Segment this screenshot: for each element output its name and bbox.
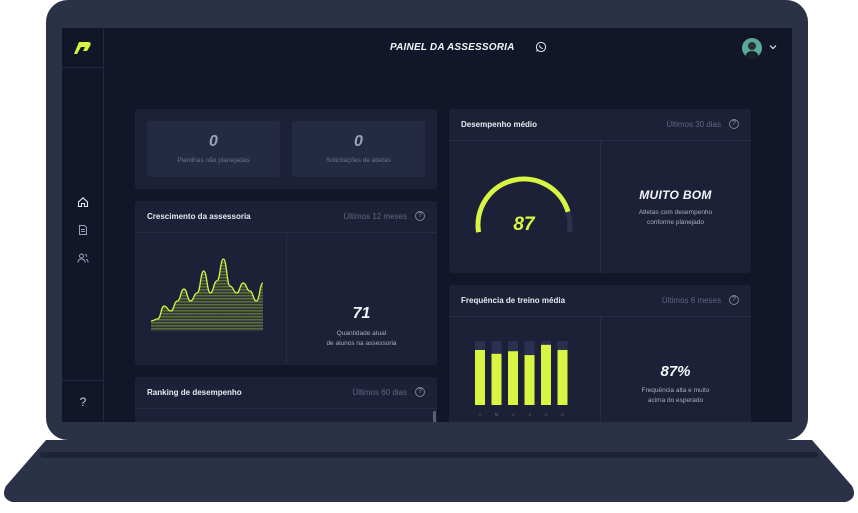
- card-divider: [600, 141, 601, 273]
- x-tick-label: J: [512, 412, 514, 417]
- x-tick-label: M: [495, 412, 499, 417]
- chevron-down-icon[interactable]: [769, 43, 777, 51]
- card-header: Frequência de treino média Últimos 6 mes…: [449, 285, 751, 317]
- bar[interactable]: [557, 349, 568, 405]
- stat-label: Solicitações de atletas: [326, 157, 391, 164]
- card-title: Crescimento da assessoria: [147, 212, 251, 221]
- card-header: Desempenho médio Últimos 30 dias ?: [449, 109, 751, 141]
- students-count: 71: [352, 305, 371, 322]
- x-tick-label: A: [544, 412, 547, 417]
- bar[interactable]: [508, 351, 518, 405]
- description-line: Atletas com desempenho: [638, 209, 713, 216]
- x-tick-label: A: [478, 412, 481, 417]
- laptop-base: [4, 440, 854, 502]
- question-icon[interactable]: ?: [415, 211, 425, 221]
- bar[interactable]: [524, 355, 535, 405]
- avatar-image: [745, 42, 759, 58]
- sidebar-item-users[interactable]: [62, 244, 104, 272]
- card-header: Ranking de desempenho Últimos 60 dias ?: [135, 377, 437, 409]
- description-line: conforme planejado: [646, 219, 705, 226]
- stat-value: 0: [354, 133, 363, 150]
- bar[interactable]: [491, 353, 502, 405]
- home-icon: [77, 197, 89, 208]
- whatsapp-icon[interactable]: [535, 41, 547, 53]
- bar[interactable]: [541, 344, 551, 405]
- app-screen: ? PAINEL DA ASSESSORIA 0 Planilhas não p…: [62, 28, 792, 422]
- sidebar-item-documents[interactable]: [62, 216, 104, 244]
- growth-card: Crescimento da assessoria Últimos 12 mes…: [135, 201, 437, 365]
- card-title: Desempenho médio: [461, 120, 538, 129]
- stat-value: 0: [209, 133, 218, 150]
- page-title: PAINEL DA ASSESSORIA: [390, 42, 515, 53]
- scrollbar-thumb[interactable]: [433, 411, 436, 422]
- users-icon: [77, 253, 89, 263]
- question-icon[interactable]: ?: [729, 119, 739, 129]
- stat-label: Planilhas não planejadas: [177, 157, 250, 164]
- card-title: Frequência de treino média: [461, 296, 566, 305]
- performance-card: Desempenho médio Últimos 30 dias ? 87 MU…: [449, 109, 751, 273]
- frequency-card: Frequência de treino média Últimos 6 mes…: [449, 285, 751, 422]
- card-divider: [286, 233, 287, 365]
- brand-logo[interactable]: [62, 28, 104, 68]
- frequency-description: Frequência alta e muito acima do esperad…: [600, 386, 751, 406]
- card-title: Ranking de desempenho: [147, 388, 242, 397]
- performance-description: Atletas com desempenho conforme planejad…: [600, 208, 751, 228]
- gauge-value: 87: [513, 214, 535, 235]
- question-icon[interactable]: ?: [415, 387, 425, 397]
- rating-label: MUITO BOM: [639, 188, 712, 202]
- description-line: Frequência alta e muito: [641, 387, 710, 394]
- card-header: Crescimento da assessoria Últimos 12 mes…: [135, 201, 437, 233]
- help-button[interactable]: ?: [62, 380, 104, 422]
- user-avatar[interactable]: [742, 38, 762, 58]
- area-fill: [151, 259, 263, 331]
- description-line: de alunos na assessoria: [326, 340, 397, 347]
- description-line: Quantidade atual: [336, 330, 387, 337]
- growth-chart: [150, 250, 264, 332]
- data-line: [150, 258, 264, 322]
- description-line: acima do esperado: [647, 397, 704, 404]
- x-tick-label: S: [561, 412, 564, 417]
- sidebar: ?: [62, 28, 104, 422]
- period-label: Últimos 60 dias: [352, 388, 407, 397]
- x-tick-label: J: [528, 412, 530, 417]
- frequency-value: 87%: [660, 363, 691, 380]
- sidebar-nav: [62, 188, 104, 272]
- period-label: Últimos 6 meses: [661, 296, 721, 305]
- top-bar: PAINEL DA ASSESSORIA: [104, 28, 792, 68]
- card-divider: [600, 317, 601, 422]
- sidebar-item-home[interactable]: [62, 188, 104, 216]
- unplanned-sheets-stat[interactable]: 0 Planilhas não planejadas: [147, 121, 280, 177]
- question-icon[interactable]: ?: [729, 295, 739, 305]
- summary-card: 0 Planilhas não planejadas 0 Solicitaçõe…: [135, 109, 437, 189]
- performance-gauge: [475, 176, 573, 233]
- help-icon: ?: [79, 394, 87, 409]
- gauge-fill: [475, 176, 571, 233]
- logo-icon: [74, 41, 91, 54]
- document-icon: [79, 225, 87, 235]
- bar[interactable]: [475, 349, 485, 405]
- period-label: Últimos 12 meses: [343, 212, 407, 221]
- period-label: Últimos 30 dias: [666, 120, 721, 129]
- athlete-requests-stat[interactable]: 0 Solicitações de atletas: [292, 121, 425, 177]
- ranking-card: Ranking de desempenho Últimos 60 dias ?: [135, 377, 437, 422]
- students-description: Quantidade atual de alunos na assessoria: [286, 329, 437, 349]
